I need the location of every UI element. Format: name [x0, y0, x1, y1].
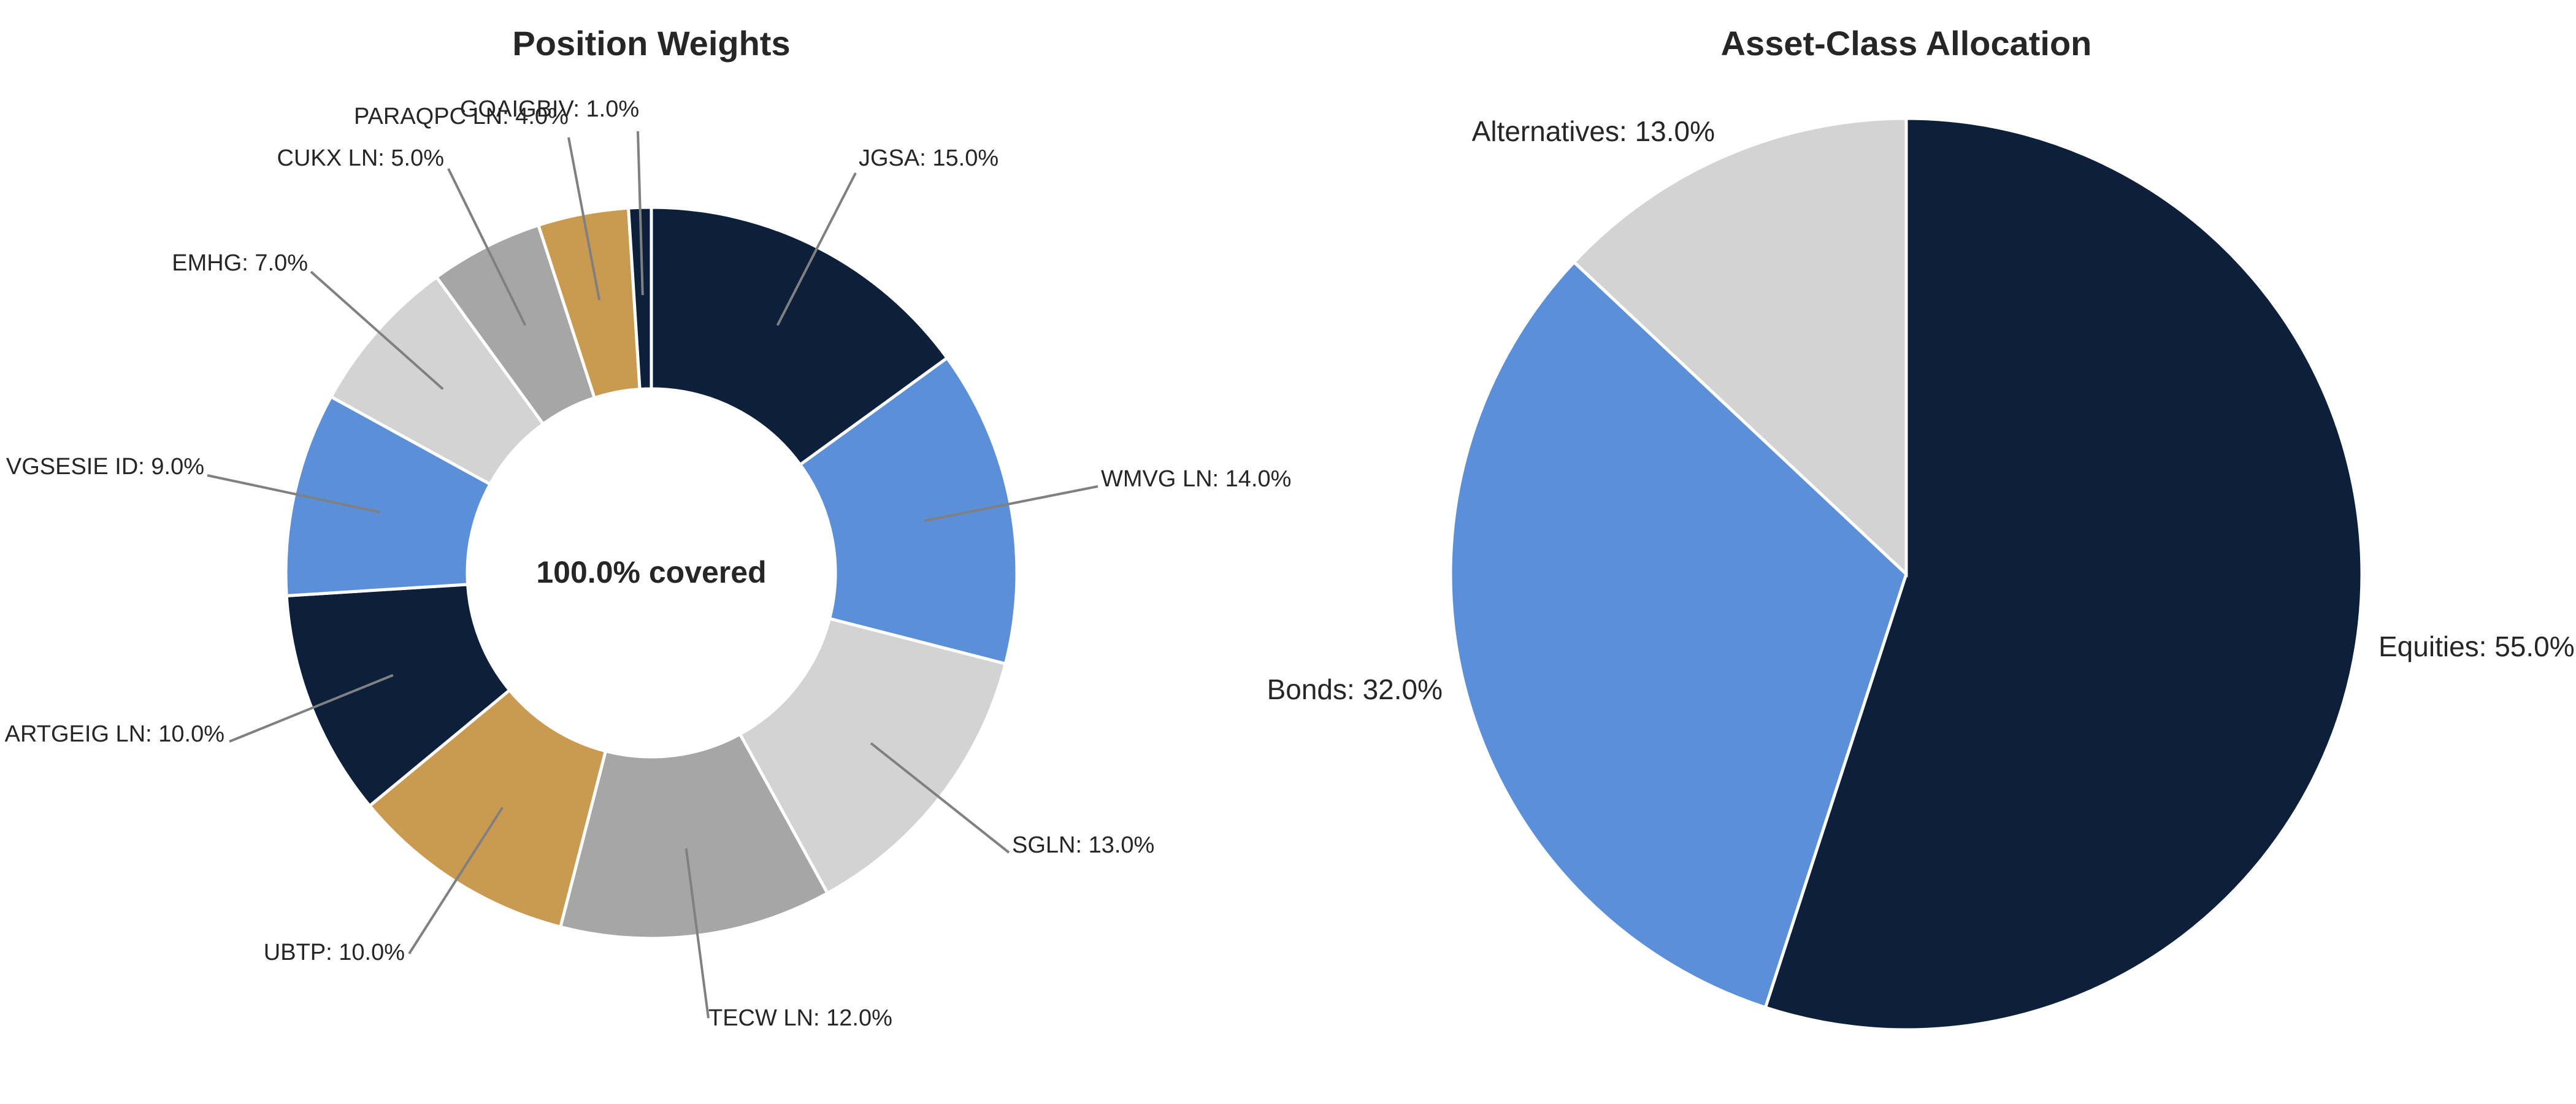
slice-label-emhg: EMHG: 7.0% — [172, 250, 308, 276]
leader-line-ubtp — [408, 807, 504, 955]
donut-leader-lines — [207, 131, 1098, 1019]
asset-class-pie-chart: Asset-Class Allocation Equities: 55.0% Bo… — [1267, 24, 2575, 1032]
slice-label-wmvg-ln: WMVG LN: 14.0% — [1101, 466, 1291, 492]
slice-label-sgln: SGLN: 13.0% — [1012, 832, 1154, 858]
asset-class-title: Asset-Class Allocation — [1721, 24, 2092, 63]
donut-slice-ubtp — [367, 688, 608, 929]
pie-label-bonds: Bonds: 32.0% — [1267, 673, 1443, 705]
position-weights-title: Position Weights — [512, 24, 790, 63]
leader-line-vgsesie-id — [207, 474, 381, 514]
donut-slice-goaigbiv — [626, 205, 653, 391]
leader-line-emhg — [310, 270, 444, 390]
leader-line-paraqpc-ln — [567, 137, 601, 301]
pie-slice-bonds — [1449, 259, 1908, 1010]
donut-slice-wmvg-ln — [798, 356, 1019, 666]
leader-line-artgeig-ln — [229, 673, 394, 743]
slice-label-vgsesie-id: VGSESIE ID: 9.0% — [6, 454, 204, 480]
donut-slice-sgln — [738, 616, 1008, 895]
slice-label-goaigbiv: GOAIGBIV: 1.0% — [460, 96, 639, 122]
donut-slice-vgsesie-id — [284, 394, 493, 598]
position-weights-donut-chart: Position Weights JGSA: 15.0% WMVG LN: 14.… — [5, 24, 1292, 1031]
donut-slice-labels: JGSA: 15.0% WMVG LN: 14.0% SGLN: 13.0% TECW… — [5, 96, 1292, 1031]
donut-center-label: 100.0% covered — [536, 555, 766, 589]
leader-line-goaigbiv — [637, 131, 644, 296]
pie-slice-alternatives — [1571, 117, 1908, 578]
leader-line-tecw-ln — [684, 848, 710, 1019]
slice-label-paraqpc-ln: PARAQPC LN: 4.0% — [354, 104, 569, 129]
slice-label-tecw-ln: TECW LN: 12.0% — [708, 1005, 892, 1031]
pie-slice-labels: Equities: 55.0% Bonds: 32.0% Alternatives:… — [1267, 115, 2575, 705]
slice-label-cukx-ln: CUKX LN: 5.0% — [277, 145, 444, 171]
leader-line-jgsa — [776, 172, 857, 326]
slice-label-artgeig-ln: ARTGEIG LN: 10.0% — [5, 721, 224, 747]
donut-slice-artgeig-ln — [285, 583, 512, 808]
leader-line-wmvg-ln — [924, 485, 1098, 523]
pie-slice-equities — [1763, 117, 2364, 1032]
slice-label-jgsa: JGSA: 15.0% — [859, 145, 999, 171]
slice-label-ubtp: UBTP: 10.0% — [264, 940, 405, 965]
pie-label-equities: Equities: 55.0% — [2379, 631, 2575, 662]
pie-label-alternatives: Alternatives: 13.0% — [1472, 115, 1715, 147]
leader-line-sgln — [870, 742, 1010, 854]
donut-slice-tecw-ln — [558, 732, 830, 940]
donut-slice-jgsa — [650, 205, 949, 467]
leader-line-cukx-ln — [447, 168, 527, 326]
donut-slices — [284, 205, 1019, 940]
pie-slices — [1449, 117, 2364, 1032]
